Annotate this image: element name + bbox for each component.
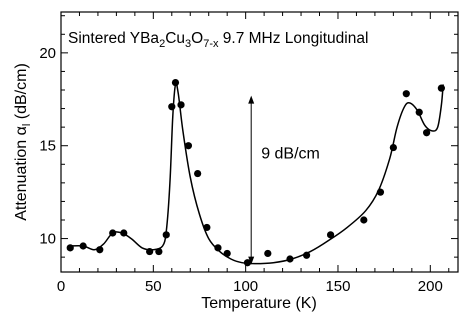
data-point (214, 244, 222, 252)
data-point (389, 143, 397, 152)
y-axis-label: Attenuation αl (dB/cm) (13, 63, 33, 221)
data-point (302, 251, 311, 259)
x-tick-label: 200 (418, 278, 443, 295)
data-point (162, 231, 170, 239)
x-axis-label: Temperature (K) (201, 295, 317, 312)
annotation-arrowhead-bottom (248, 256, 255, 265)
fit-curve (70, 82, 444, 265)
data-point (120, 229, 128, 237)
data-point (203, 223, 211, 232)
y-tick-label: 10 (39, 231, 56, 248)
data-point (415, 108, 423, 116)
annotation-label: 9 dB/cm (261, 146, 320, 163)
data-point (402, 90, 410, 98)
data-point (109, 229, 117, 237)
data-point (264, 249, 272, 258)
y-tick-label: 20 (39, 45, 56, 62)
x-tick-label: 0 (57, 278, 65, 295)
data-point (177, 101, 185, 109)
data-point (326, 231, 335, 239)
data-point (146, 247, 154, 256)
plot-frame (60, 11, 459, 273)
data-point (286, 255, 294, 263)
x-tick-label: 50 (145, 278, 162, 295)
x-tick-label: 100 (233, 278, 258, 295)
data-point (155, 247, 163, 256)
axis-ticks (60, 12, 458, 272)
data-point (171, 78, 180, 87)
annotation-arrowhead-top (248, 95, 255, 104)
data-point (243, 259, 252, 267)
y-tick-label: 15 (39, 138, 56, 155)
x-tick-label: 150 (325, 278, 350, 295)
data-points (66, 78, 445, 267)
chart-title: Sintered YBa2Cu3O7-x 9.7 MHz Longitudina… (68, 30, 368, 50)
data-point (168, 103, 176, 111)
data-point (79, 242, 87, 250)
data-point (360, 216, 368, 224)
data-point (437, 84, 445, 92)
data-point (184, 142, 193, 150)
data-point (223, 249, 231, 258)
data-point (96, 246, 104, 254)
annotation-arrow (248, 95, 255, 265)
data-point (194, 169, 202, 178)
data-point (66, 244, 74, 252)
data-point (423, 129, 431, 137)
data-point (376, 188, 385, 196)
axis-tick-labels: 0 50 100 150 200 10 15 20 (39, 45, 443, 295)
